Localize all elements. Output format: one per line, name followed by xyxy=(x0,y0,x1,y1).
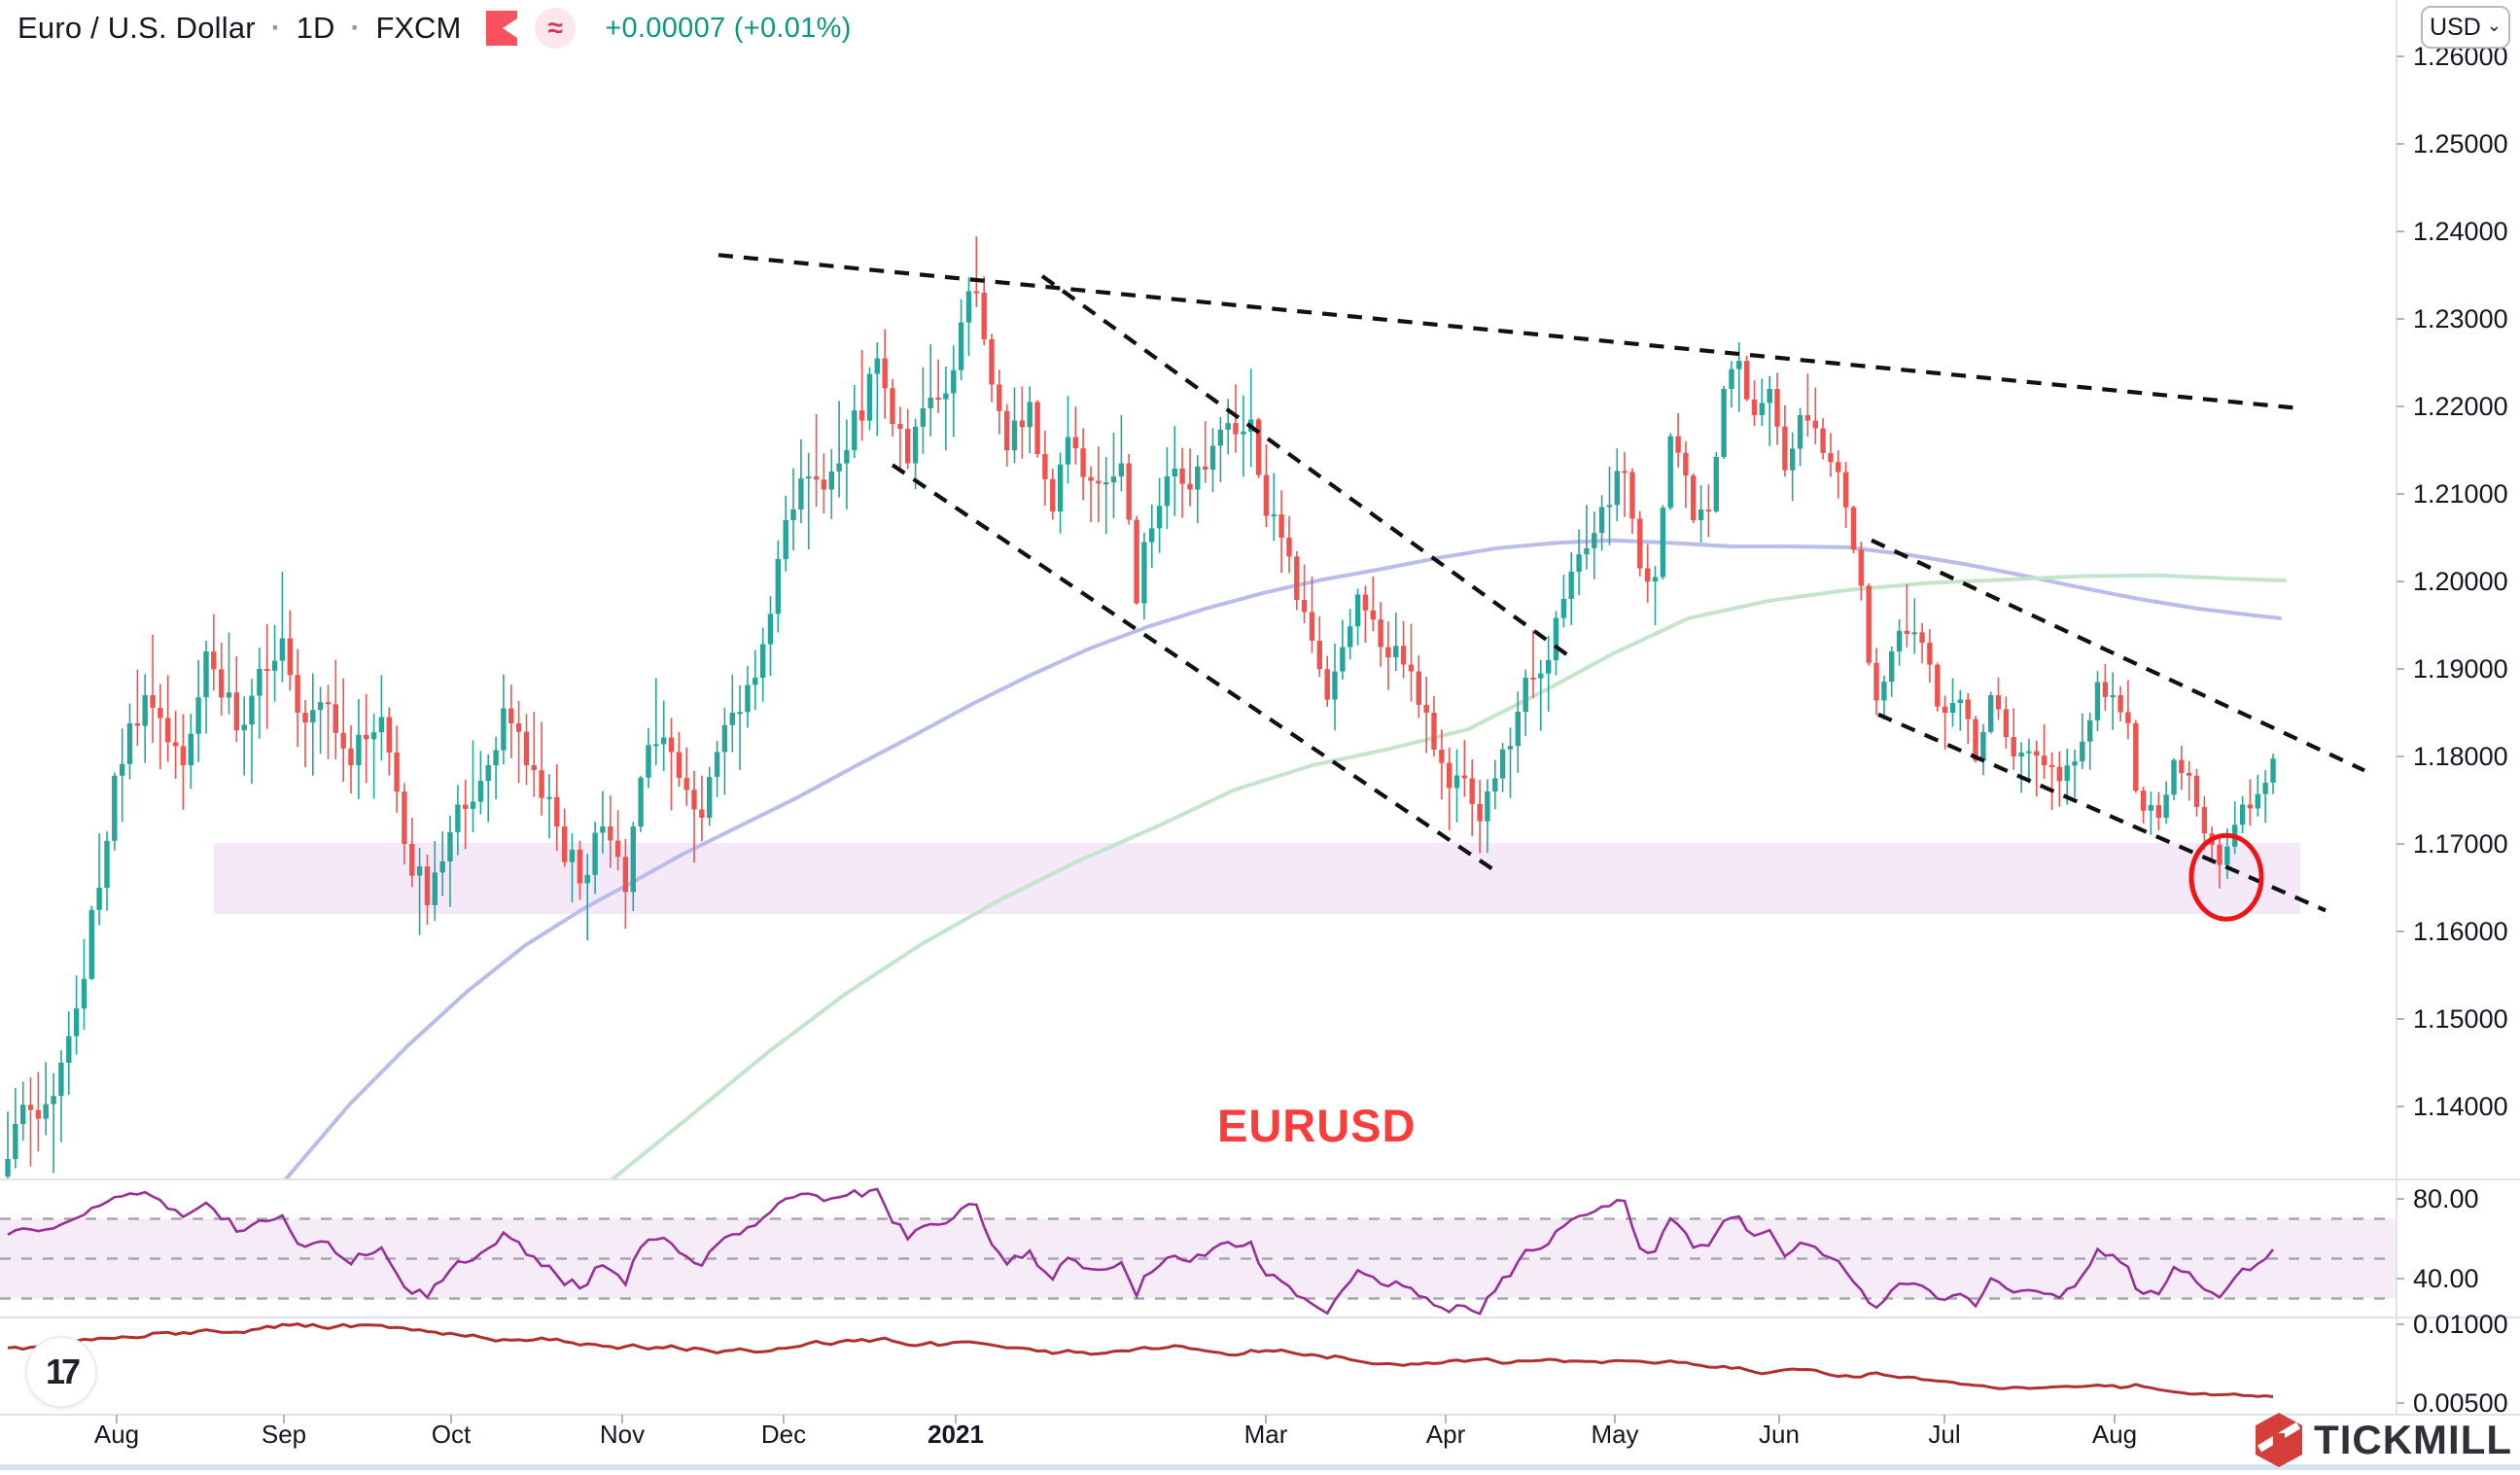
exchange-label[interactable]: FXCM xyxy=(375,11,462,45)
svg-text:1.24000: 1.24000 xyxy=(2413,217,2508,246)
atr-line[interactable] xyxy=(7,1322,2274,1398)
svg-text:0.00500: 0.00500 xyxy=(2413,1388,2508,1418)
svg-text:Apr: Apr xyxy=(1426,1420,1466,1449)
svg-text:Dec: Dec xyxy=(761,1420,806,1449)
trendline-long-resistance[interactable] xyxy=(718,253,2299,410)
svg-text:1.17000: 1.17000 xyxy=(2413,829,2508,859)
svg-text:1.15000: 1.15000 xyxy=(2413,1004,2508,1034)
symbol-title[interactable]: Euro / U.S. Dollar xyxy=(18,11,256,45)
svg-text:1.16000: 1.16000 xyxy=(2413,917,2508,946)
tickmill-logo: TICKMILL xyxy=(2254,1412,2512,1468)
tickmill-text: TICKMILL xyxy=(2314,1417,2512,1462)
flagged-symbol-icon[interactable] xyxy=(486,11,518,46)
svg-text:1.21000: 1.21000 xyxy=(2413,479,2508,509)
tradingview-glyph: 17 xyxy=(45,1352,81,1391)
svg-text:Sep: Sep xyxy=(262,1420,306,1449)
svg-text:40.00: 40.00 xyxy=(2413,1264,2479,1293)
svg-text:2021: 2021 xyxy=(928,1420,984,1449)
svg-text:1.23000: 1.23000 xyxy=(2413,304,2508,334)
svg-text:1.18000: 1.18000 xyxy=(2413,742,2508,771)
circle-annotation[interactable] xyxy=(2188,832,2264,922)
candlestick-series[interactable] xyxy=(5,236,2276,1199)
price-axis[interactable]: 1.260001.250001.240001.230001.220001.210… xyxy=(2397,42,2508,1418)
svg-text:1.19000: 1.19000 xyxy=(2413,654,2508,684)
support-zone[interactable] xyxy=(214,843,2300,914)
separator-dot: · xyxy=(270,12,281,44)
approximately-equal-icon: ≈ xyxy=(535,8,577,49)
separator-dot: · xyxy=(350,12,361,44)
time-axis[interactable]: Aug Sep Oct Nov Dec 2021 Mar Apr May Jun Jul Aug xyxy=(94,1415,2137,1449)
svg-text:Nov: Nov xyxy=(600,1420,645,1449)
sma-slow-line[interactable] xyxy=(611,573,2287,1179)
svg-text:Oct: Oct xyxy=(432,1420,472,1449)
tradingview-logo[interactable]: 17 xyxy=(27,1338,95,1406)
svg-text:1.20000: 1.20000 xyxy=(2413,567,2508,596)
svg-text:1.14000: 1.14000 xyxy=(2413,1092,2508,1121)
symbol-watermark: EURUSD xyxy=(1217,1100,1417,1151)
window-bottom-strip xyxy=(0,1464,2520,1470)
chevron-down-icon: ⌄ xyxy=(2486,15,2502,35)
rsi-line[interactable] xyxy=(7,1187,2275,1316)
tickmill-icon xyxy=(2256,1413,2303,1467)
svg-text:May: May xyxy=(1591,1420,1638,1449)
svg-text:Aug: Aug xyxy=(94,1420,139,1449)
timeframe-button[interactable]: 1D xyxy=(296,11,335,45)
svg-text:80.00: 80.00 xyxy=(2413,1184,2479,1213)
svg-text:1.25000: 1.25000 xyxy=(2413,129,2508,158)
currency-selector-dropdown[interactable]: USD ⌄ xyxy=(2421,6,2510,49)
svg-text:Aug: Aug xyxy=(2092,1420,2137,1449)
svg-text:Jul: Jul xyxy=(1928,1420,1960,1449)
price-change: +0.00007 (+0.01%) xyxy=(605,12,852,44)
svg-text:Mar: Mar xyxy=(1244,1420,1288,1449)
currency-selector-label: USD xyxy=(2430,13,2481,41)
svg-text:0.01000: 0.01000 xyxy=(2413,1310,2508,1339)
svg-text:Jun: Jun xyxy=(1759,1420,1800,1449)
trendline-jun-channel-lower[interactable] xyxy=(1877,712,2327,913)
svg-text:1.22000: 1.22000 xyxy=(2413,392,2508,421)
trendline-jan-channel-lower[interactable] xyxy=(891,463,1496,872)
symbol-header: Euro / U.S. Dollar · 1D · FXCM ≈ +0.0000… xyxy=(18,8,852,49)
trendline-jan-channel-upper[interactable] xyxy=(1040,274,1573,660)
